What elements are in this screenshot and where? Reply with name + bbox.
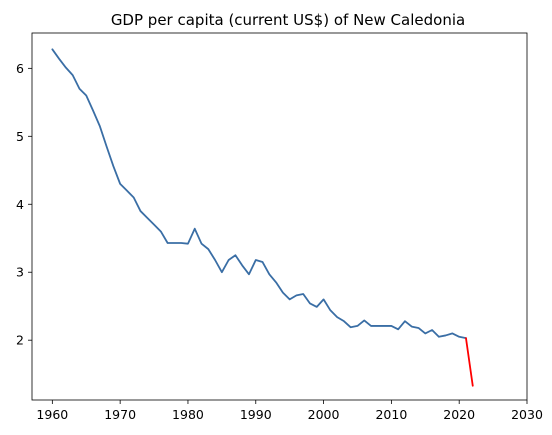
x-tick-label: 1960: [36, 407, 68, 422]
x-tick-label: 2020: [443, 407, 475, 422]
chart-title: GDP per capita (current US$) of New Cale…: [111, 11, 465, 29]
x-tick-label: 1970: [104, 407, 136, 422]
x-tick-label: 2030: [511, 407, 543, 422]
y-tick-label: 5: [16, 129, 24, 144]
x-tick-label: 2000: [308, 407, 340, 422]
series-line-main: [51, 48, 467, 340]
y-tick-label: 4: [16, 197, 24, 212]
x-tick-label: 1990: [240, 407, 272, 422]
plot-frame: [31, 32, 528, 401]
y-axis: 2 3 4 5 6: [16, 61, 32, 348]
y-tick-label: 6: [16, 61, 24, 76]
x-axis: 1960 1970 1980 1990 2000 2010 2020 2030: [36, 400, 543, 422]
series-line-highlight: [465, 337, 474, 387]
series-layer: [51, 48, 474, 387]
x-tick-label: 1980: [172, 407, 204, 422]
y-tick-label: 3: [16, 265, 24, 280]
x-tick-label: 2010: [375, 407, 407, 422]
y-tick-label: 2: [16, 333, 24, 348]
